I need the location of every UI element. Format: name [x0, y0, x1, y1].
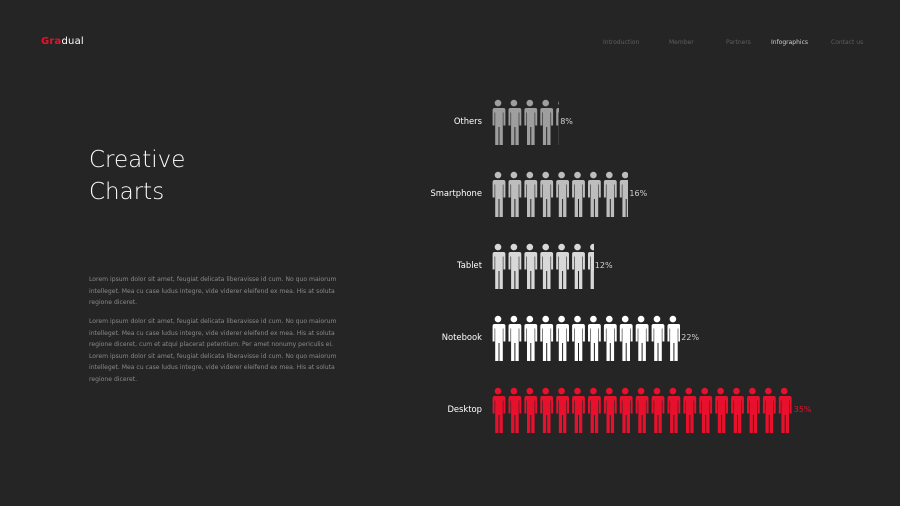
person-icon	[556, 100, 560, 145]
paragraph-2: Lorem ipsum dolor sit amet, feugiat deli…	[89, 318, 337, 383]
person-icon	[524, 243, 538, 289]
person-icon	[540, 99, 554, 145]
person-icon	[524, 387, 538, 433]
person-icon	[572, 243, 585, 289]
pictogram-bar-smartphone	[492, 171, 629, 217]
nav-member[interactable]: Member	[669, 39, 694, 46]
category-label: Notebook	[441, 332, 482, 342]
person-icon	[603, 387, 617, 433]
title-line-1: Creative	[89, 147, 186, 173]
person-icon	[492, 387, 506, 433]
person-icon	[683, 387, 697, 433]
person-icon	[619, 315, 633, 361]
value-label: 22%	[681, 333, 700, 342]
person-icon	[635, 387, 649, 433]
person-icon	[540, 315, 554, 361]
person-icon	[603, 171, 617, 217]
person-icon	[588, 315, 601, 361]
person-icon	[524, 171, 538, 217]
pictogram-bar-desktop	[492, 387, 792, 433]
nav-contact-us[interactable]: Contact us	[831, 39, 864, 46]
person-icon	[508, 387, 522, 433]
person-icon	[556, 171, 569, 217]
person-icon	[651, 387, 665, 433]
person-icon	[556, 315, 569, 361]
person-icon	[572, 387, 585, 433]
person-icon	[492, 99, 506, 145]
logo[interactable]: Gradual	[41, 36, 84, 47]
nav-partners[interactable]: Partners	[726, 39, 751, 46]
person-icon	[747, 387, 760, 433]
value-label: 16%	[629, 189, 648, 198]
person-icon	[588, 387, 601, 433]
pictogram-bar-others	[492, 99, 560, 145]
person-icon	[699, 387, 713, 433]
value-label: 12%	[594, 261, 613, 270]
page-title: Creative Charts	[89, 144, 185, 208]
person-icon	[572, 171, 585, 217]
person-icon	[588, 243, 594, 289]
person-icon	[492, 243, 506, 289]
value-label: 8%	[560, 117, 573, 126]
person-icon	[603, 315, 617, 361]
nav-infographics[interactable]: Infographics	[771, 39, 809, 46]
paragraph-1: Lorem ipsum dolor sit amet, feugiat deli…	[89, 276, 337, 306]
logo-text: dual	[61, 36, 84, 47]
value-label: 35%	[793, 405, 812, 414]
logo-accent: Gra	[41, 36, 62, 47]
person-icon	[508, 99, 522, 145]
person-icon	[588, 171, 601, 217]
person-icon	[540, 387, 554, 433]
person-icon	[572, 315, 585, 361]
person-icon	[492, 171, 506, 217]
person-icon	[492, 315, 506, 361]
person-icon	[508, 171, 522, 217]
pictogram-bar-notebook	[492, 315, 681, 361]
person-icon	[556, 243, 569, 289]
category-label: Smartphone	[430, 188, 482, 198]
nav-introduction[interactable]: Introduction	[603, 39, 640, 46]
person-icon	[731, 387, 744, 433]
person-icon	[619, 171, 629, 217]
title-line-2: Charts	[89, 179, 165, 205]
person-icon	[667, 315, 681, 361]
person-icon	[715, 387, 728, 433]
person-icon	[651, 315, 665, 361]
category-label: Others	[453, 116, 482, 126]
category-label: Desktop	[447, 404, 482, 414]
person-icon	[556, 387, 569, 433]
pictogram-bar-tablet	[492, 243, 594, 289]
person-icon	[524, 99, 538, 145]
person-icon	[762, 387, 776, 433]
person-icon	[540, 243, 554, 289]
person-icon	[508, 315, 522, 361]
person-icon	[635, 315, 649, 361]
person-icon	[524, 315, 538, 361]
category-label: Tablet	[457, 260, 482, 270]
person-icon	[540, 171, 554, 217]
person-icon	[778, 387, 792, 433]
person-icon	[619, 387, 633, 433]
person-icon	[667, 387, 681, 433]
person-icon	[508, 243, 522, 289]
